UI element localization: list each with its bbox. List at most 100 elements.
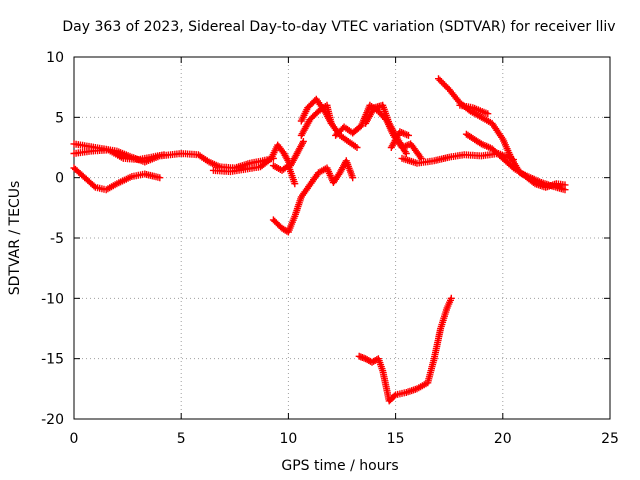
- data-point: [420, 157, 422, 159]
- x-tick-label: 10: [279, 431, 297, 447]
- series-track-2: [70, 146, 168, 164]
- data-point: [197, 154, 199, 156]
- y-tick-label: -10: [41, 291, 64, 307]
- series-track-13: [435, 75, 569, 194]
- data-point: [116, 183, 118, 185]
- data-point: [317, 110, 319, 112]
- data-point: [296, 153, 298, 155]
- data-point: [309, 119, 311, 121]
- data-point: [472, 107, 474, 109]
- data-point: [388, 122, 390, 124]
- data-point: [371, 361, 373, 363]
- data-point: [73, 167, 75, 169]
- data-point: [300, 134, 302, 136]
- data-point: [163, 154, 165, 156]
- series-track-5: [269, 162, 299, 188]
- data-point: [470, 110, 472, 112]
- data-point: [339, 172, 341, 174]
- series-track-16: [355, 294, 455, 405]
- data-point: [369, 104, 371, 106]
- data-point: [416, 388, 418, 390]
- series-track-7: [297, 101, 361, 151]
- data-point: [502, 138, 504, 140]
- data-point: [335, 134, 337, 136]
- data-point: [245, 168, 247, 170]
- data-point: [382, 104, 384, 106]
- series-track-14: [456, 101, 492, 118]
- data-point: [107, 149, 109, 151]
- data-point: [309, 184, 311, 186]
- data-point: [137, 159, 139, 161]
- data-point: [433, 358, 435, 360]
- data-point: [382, 370, 384, 372]
- data-point: [352, 177, 354, 179]
- data-point: [491, 122, 493, 124]
- data-point: [407, 134, 409, 136]
- data-point: [131, 175, 133, 177]
- data-point: [555, 183, 557, 185]
- data-point: [332, 181, 334, 183]
- data-point: [480, 155, 482, 157]
- series-markers: [269, 162, 299, 188]
- data-point: [317, 172, 319, 174]
- data-point: [294, 183, 296, 185]
- data-point: [159, 177, 161, 179]
- y-tick-label: -20: [41, 412, 64, 428]
- x-axis-label: GPS time / hours: [281, 458, 398, 474]
- data-point: [326, 104, 328, 106]
- data-point: [437, 78, 439, 80]
- series-track-15: [462, 130, 569, 191]
- x-tick-label: 25: [601, 431, 619, 447]
- data-point: [440, 328, 442, 329]
- data-point: [281, 227, 283, 229]
- data-series: [70, 75, 569, 405]
- data-point: [281, 169, 283, 171]
- data-point: [365, 358, 367, 360]
- data-point: [94, 186, 96, 188]
- data-point: [212, 169, 214, 171]
- data-point: [300, 196, 302, 198]
- series-track-6: [269, 157, 357, 236]
- data-point: [410, 143, 412, 145]
- data-point: [230, 171, 232, 173]
- data-point: [427, 382, 429, 384]
- data-point: [260, 166, 262, 168]
- x-tick-label: 5: [177, 431, 186, 447]
- data-point: [480, 116, 482, 118]
- data-point: [283, 153, 285, 155]
- data-point: [219, 166, 221, 168]
- data-point: [399, 131, 401, 133]
- data-point: [300, 120, 302, 122]
- data-point: [365, 122, 367, 124]
- data-point: [330, 122, 332, 124]
- data-point: [270, 157, 272, 159]
- series-markers: [355, 294, 455, 405]
- data-point: [545, 186, 547, 188]
- data-point: [405, 153, 407, 155]
- y-tick-label: 10: [46, 50, 64, 66]
- data-point: [502, 157, 504, 159]
- data-point: [343, 126, 345, 128]
- data-point: [122, 157, 124, 159]
- data-point: [377, 110, 379, 112]
- series-track-8: [297, 95, 335, 127]
- x-axis: 0 5 10 15 20 25: [70, 57, 619, 447]
- data-point: [487, 113, 489, 115]
- grid-lines: [74, 57, 610, 419]
- data-point: [144, 173, 146, 175]
- data-point: [339, 134, 341, 136]
- data-point: [465, 133, 467, 135]
- data-point: [358, 355, 360, 357]
- data-point: [564, 189, 566, 191]
- data-point: [307, 107, 309, 109]
- series-markers: [435, 75, 569, 194]
- data-point: [377, 358, 379, 360]
- y-tick-label: -5: [50, 231, 64, 247]
- data-point: [208, 161, 210, 163]
- data-point: [287, 231, 289, 233]
- data-point: [390, 147, 392, 148]
- data-point: [446, 307, 448, 309]
- chart-title: Day 363 of 2023, Sidereal Day-to-day VTE…: [62, 19, 615, 35]
- data-point: [272, 219, 274, 221]
